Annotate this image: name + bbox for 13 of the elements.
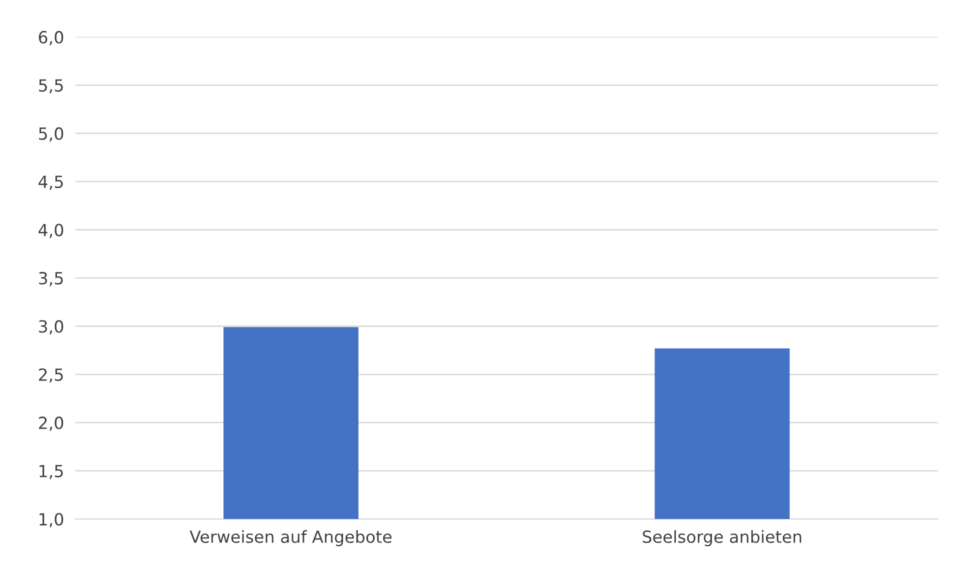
- y-tick-label: 3,0: [39, 320, 64, 334]
- x-tick-label: Seelsorge anbieten: [642, 530, 802, 546]
- y-tick-label: 1,5: [40, 464, 63, 480]
- y-tick-label: 3,5: [39, 272, 63, 286]
- x-tick-label: Verweisen auf Angebote: [190, 530, 392, 546]
- y-tick-label: 4,0: [38, 224, 64, 238]
- y-tick-label: 2,0: [38, 416, 64, 431]
- y-tick-label: 5,5: [39, 79, 63, 94]
- y-tick-label: 6,0: [38, 30, 64, 46]
- y-tick-label: 5,0: [39, 127, 64, 142]
- y-tick-label: 1,0: [40, 512, 64, 528]
- y-tick-label: 2,5: [38, 368, 63, 383]
- y-tick-label: 4,5: [38, 176, 63, 190]
